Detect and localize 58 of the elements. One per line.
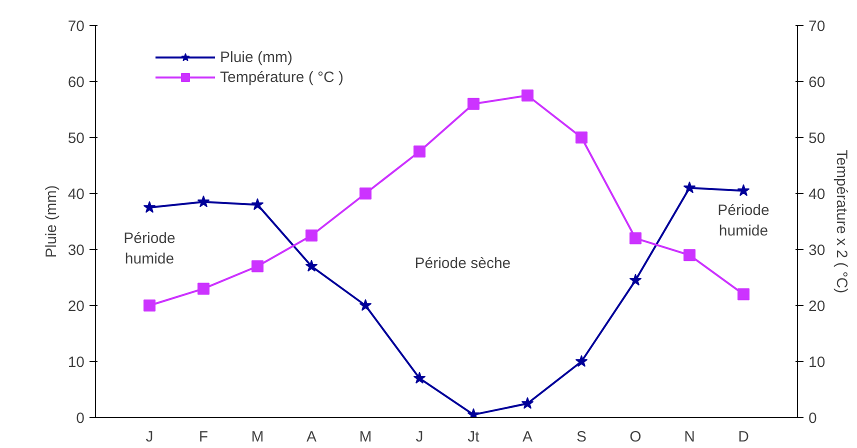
point <box>360 188 372 200</box>
x-tick-label: Jt <box>468 428 480 446</box>
y-axis-title: Pluie (mm) <box>42 185 60 258</box>
point <box>305 260 318 272</box>
y2-axis-title: Température x 2 ( °C) <box>833 150 850 294</box>
point <box>576 132 588 144</box>
point <box>683 181 696 194</box>
point <box>522 90 534 102</box>
point <box>252 260 264 272</box>
y2-tick-label: 50 <box>808 130 826 147</box>
annotation: Période sèche <box>414 255 511 272</box>
point <box>251 198 264 210</box>
point <box>197 195 210 208</box>
y2-tick-label: 20 <box>808 298 826 315</box>
point <box>738 288 750 300</box>
y2-tick-label: 40 <box>808 186 826 203</box>
y-tick-label: 30 <box>68 242 85 259</box>
y-tick-label: 60 <box>68 74 85 91</box>
y2-tick-label: 10 <box>808 354 826 371</box>
x-tick-label: D <box>738 428 750 446</box>
x-tick-label: A <box>306 428 317 446</box>
legend-label: Température ( °C ) <box>220 68 344 86</box>
y-tick-label: 70 <box>68 18 85 35</box>
point <box>359 299 372 311</box>
x-tick-label: M <box>359 428 372 446</box>
point <box>630 232 642 244</box>
point <box>144 300 156 312</box>
x-tick-label: J <box>416 428 424 446</box>
y-tick-label: 50 <box>68 130 85 147</box>
y-tick-label: 40 <box>68 186 85 203</box>
x-tick-label: F <box>198 428 208 446</box>
y-tick-label: 0 <box>76 410 84 427</box>
x-tick-label: S <box>576 428 587 446</box>
x-tick-label: J <box>146 428 154 446</box>
point <box>198 282 210 295</box>
x-tick-label: M <box>251 428 264 446</box>
point <box>414 146 426 158</box>
x-tick-label: O <box>630 428 642 446</box>
y2-tick-label: 0 <box>808 410 817 427</box>
point <box>684 249 696 262</box>
point <box>468 98 480 110</box>
point <box>629 274 642 286</box>
x-tick-label: A <box>522 428 533 446</box>
point <box>143 201 156 213</box>
y-tick-label: 20 <box>68 298 85 315</box>
point <box>306 230 318 242</box>
y2-tick-label: 70 <box>808 18 826 35</box>
annotation: Période humide <box>718 202 770 240</box>
y2-tick-label: 60 <box>808 74 826 91</box>
point <box>521 397 534 409</box>
point <box>575 355 588 367</box>
point <box>413 372 426 384</box>
y-tick-label: 10 <box>68 354 85 371</box>
legend-label: Pluie (mm) <box>220 48 293 66</box>
point <box>737 184 750 196</box>
y2-tick-label: 30 <box>808 242 826 259</box>
x-tick-label: N <box>684 428 695 446</box>
annotation: Période humide <box>124 230 176 268</box>
